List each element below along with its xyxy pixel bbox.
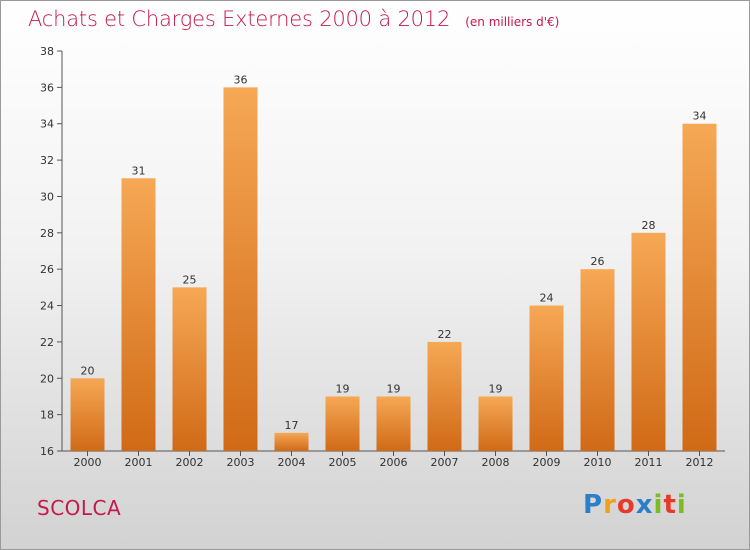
chart-value-labels: 20 31 25 36 17 19 19 22 19 24 26 28 34 xyxy=(81,73,707,431)
value-label: 20 xyxy=(81,364,95,377)
y-tick-label: 16 xyxy=(40,445,54,458)
y-tick-label: 18 xyxy=(40,409,54,422)
proxiti-logo[interactable]: Proxiti xyxy=(583,490,687,520)
logo-letter: i xyxy=(653,490,664,520)
value-label: 17 xyxy=(285,419,299,432)
y-tick-label: 36 xyxy=(40,81,54,94)
y-tick-label: 20 xyxy=(40,372,54,385)
x-tick-label: 2001 xyxy=(125,456,153,469)
logo-letter: o xyxy=(616,490,636,520)
y-tick-label: 28 xyxy=(40,227,54,240)
bar-2002 xyxy=(172,287,207,451)
y-tick-label: 26 xyxy=(40,263,54,276)
logo-letter: t xyxy=(663,490,677,520)
value-label: 24 xyxy=(540,292,554,305)
x-tick-label: 2002 xyxy=(176,456,204,469)
x-tick-label: 2010 xyxy=(584,456,612,469)
bar-2010 xyxy=(580,269,615,451)
value-label: 19 xyxy=(336,382,350,395)
bar-2006 xyxy=(376,396,411,451)
chart-title-block: Achats et Charges Externes 2000 à 2012 (… xyxy=(28,7,559,31)
x-tick-label: 2008 xyxy=(482,456,510,469)
value-label: 25 xyxy=(183,273,197,286)
x-tick-label: 2009 xyxy=(533,456,561,469)
bar-2007 xyxy=(427,341,462,451)
logo-letter: i xyxy=(676,490,687,520)
chart-axes: 16 18 20 22 24 26 28 30 32 34 36 38 2000 2001 2002 2003… xyxy=(40,45,725,469)
x-tick-label: 2011 xyxy=(635,456,663,469)
value-label: 31 xyxy=(132,164,146,177)
bar-2008 xyxy=(478,396,513,451)
x-tick-label: 2003 xyxy=(227,456,255,469)
x-tick-label: 2004 xyxy=(278,456,306,469)
y-tick-label: 24 xyxy=(40,300,54,313)
value-label: 19 xyxy=(387,382,401,395)
x-tick-label: 2000 xyxy=(74,456,102,469)
x-tick-label: 2012 xyxy=(686,456,714,469)
bar-2003 xyxy=(223,87,258,451)
y-tick-label: 22 xyxy=(40,336,54,349)
value-label: 28 xyxy=(642,219,656,232)
value-label: 36 xyxy=(234,73,248,86)
value-label: 34 xyxy=(693,110,707,123)
x-tick-label: 2006 xyxy=(380,456,408,469)
bar-2005 xyxy=(325,396,360,451)
logo-letter: P xyxy=(583,490,604,520)
commune-name: SCOLCA xyxy=(37,496,122,520)
bar-2004 xyxy=(274,432,309,451)
logo-letter: x xyxy=(635,490,654,520)
chart-bars xyxy=(70,87,717,452)
x-tick-label: 2005 xyxy=(329,456,357,469)
chart-subtitle: (en milliers d'€) xyxy=(465,15,560,29)
bar-2012 xyxy=(682,123,717,452)
x-tick-label: 2007 xyxy=(431,456,459,469)
bar-2011 xyxy=(631,232,666,451)
chart-title: Achats et Charges Externes 2000 à 2012 xyxy=(28,7,451,31)
y-tick-label: 34 xyxy=(40,118,54,131)
y-tick-label: 32 xyxy=(40,154,54,167)
value-label: 26 xyxy=(591,255,605,268)
bar-2001 xyxy=(121,178,156,452)
bar-2009 xyxy=(529,305,564,451)
bar-2000 xyxy=(70,378,105,451)
y-tick-label: 30 xyxy=(40,190,54,203)
y-tick-label: 38 xyxy=(40,45,54,58)
logo-letter: r xyxy=(603,490,617,520)
value-label: 22 xyxy=(438,328,452,341)
value-label: 19 xyxy=(489,382,503,395)
